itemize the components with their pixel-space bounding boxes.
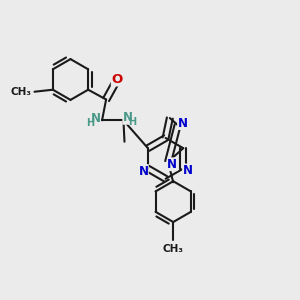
Text: N: N bbox=[167, 158, 177, 171]
Text: CH₃: CH₃ bbox=[11, 87, 32, 97]
Text: O: O bbox=[111, 73, 122, 86]
Text: N: N bbox=[138, 164, 148, 178]
Text: H: H bbox=[86, 118, 94, 128]
Text: N: N bbox=[90, 112, 100, 125]
Text: N: N bbox=[182, 164, 193, 177]
Text: H: H bbox=[128, 117, 136, 127]
Text: N: N bbox=[123, 111, 133, 124]
Text: CH₃: CH₃ bbox=[163, 244, 184, 254]
Text: N: N bbox=[177, 117, 188, 130]
